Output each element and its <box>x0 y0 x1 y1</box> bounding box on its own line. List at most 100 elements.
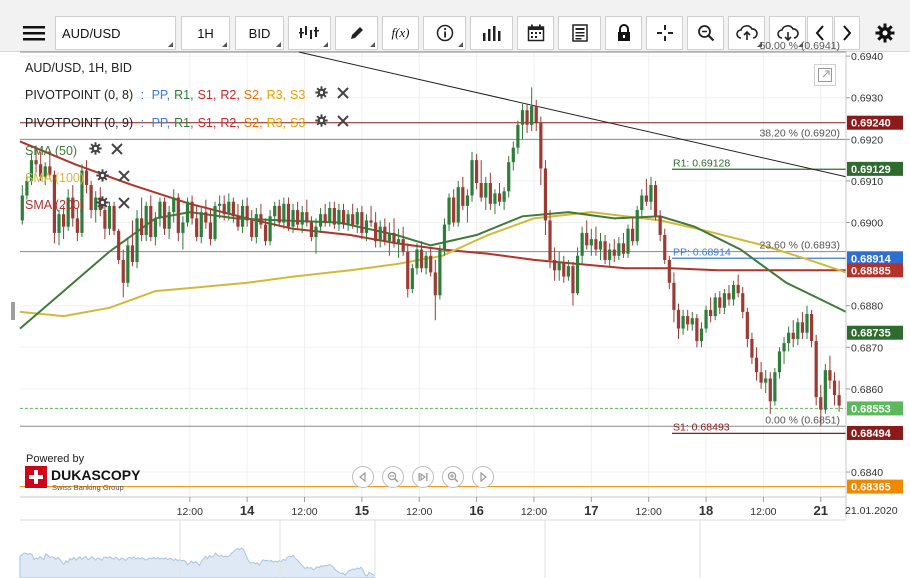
crosshair-button[interactable] <box>646 16 683 50</box>
candle <box>364 214 369 242</box>
calendar-button[interactable] <box>517 16 554 50</box>
candle-body <box>575 255 580 294</box>
candle-body <box>208 222 213 240</box>
gear-icon[interactable] <box>95 169 109 185</box>
upload-button[interactable] <box>728 16 765 50</box>
candle <box>713 293 717 321</box>
candle-body <box>644 195 648 202</box>
fit-button[interactable] <box>412 466 434 488</box>
price-tag: 0.68735 <box>847 325 903 340</box>
candle-body <box>626 228 630 254</box>
pivot-item: S3 <box>290 116 306 130</box>
candle-body <box>640 195 644 211</box>
lock-button[interactable] <box>605 16 642 50</box>
gear-icon <box>875 23 895 43</box>
candle <box>791 320 795 348</box>
settings-button[interactable] <box>870 16 900 50</box>
candle-body <box>589 239 593 246</box>
candle <box>704 305 708 333</box>
candle-body <box>34 160 38 165</box>
scroll-left-button[interactable] <box>807 16 833 50</box>
candle <box>268 210 272 246</box>
candle-body <box>222 203 226 215</box>
candle <box>474 153 479 190</box>
x-tick-label: 12:00 <box>177 506 203 518</box>
news-button[interactable] <box>558 16 601 50</box>
chart-scroll-handle[interactable] <box>11 302 15 320</box>
pivot-item: S2, <box>243 116 263 130</box>
expand-icon[interactable] <box>814 64 836 86</box>
candle <box>557 251 561 281</box>
price-tag-label: 0.68735 <box>851 328 891 340</box>
candle-body <box>502 191 506 202</box>
scroll-back-button[interactable] <box>352 466 374 488</box>
candle <box>589 228 593 256</box>
candle-body <box>360 212 364 233</box>
candle-body <box>805 314 809 333</box>
candle <box>34 145 38 173</box>
price-tag-bg <box>847 251 903 266</box>
close-icon[interactable] <box>337 87 349 102</box>
close-icon[interactable] <box>118 170 130 185</box>
candle <box>66 189 70 231</box>
volume-button[interactable] <box>470 16 513 50</box>
zoom-in-button[interactable] <box>442 466 464 488</box>
download-button[interactable] <box>769 16 806 50</box>
close-icon[interactable] <box>118 197 130 212</box>
candle <box>61 205 66 240</box>
candle-body <box>709 309 713 317</box>
chevron-right-icon <box>843 25 852 41</box>
candle <box>562 255 566 283</box>
candle <box>351 203 355 229</box>
candle-body <box>254 214 258 238</box>
pivot-item: R1, <box>174 116 194 130</box>
info-button[interactable] <box>423 16 466 50</box>
candle <box>117 228 121 265</box>
candle <box>709 297 713 323</box>
candle-body <box>351 214 355 225</box>
scroll-right-button[interactable] <box>834 16 860 50</box>
x-tick-label: 12:00 <box>406 506 432 518</box>
candle-body <box>401 239 405 252</box>
timeframe-selector[interactable]: 1H <box>181 16 230 50</box>
candle-body <box>832 380 837 396</box>
candle-body <box>374 222 378 242</box>
gear-icon[interactable] <box>95 196 109 212</box>
gear-icon[interactable] <box>88 142 102 158</box>
candle-body <box>676 309 681 329</box>
indicators-button[interactable]: f(x) <box>382 16 419 50</box>
candle-body <box>814 341 818 398</box>
candle-body <box>631 228 635 242</box>
menu-icon[interactable] <box>18 16 50 50</box>
chart-type-button[interactable] <box>288 16 331 50</box>
candle-body <box>791 332 795 339</box>
zoom-button[interactable] <box>687 16 724 50</box>
pivot-item: S1, <box>197 88 217 102</box>
candle-body <box>516 124 520 148</box>
close-icon[interactable] <box>111 143 123 158</box>
price-tag: 0.68365 <box>847 479 903 494</box>
pivot-item: R2, <box>220 88 240 102</box>
candle <box>144 201 148 242</box>
gear-icon[interactable] <box>315 86 328 102</box>
symbol-selector[interactable]: AUD/USD <box>55 16 176 50</box>
draw-button[interactable] <box>335 16 378 50</box>
candle <box>520 103 525 140</box>
candle <box>741 286 745 319</box>
candle-body <box>80 170 84 233</box>
zoom-out-button[interactable] <box>382 466 404 488</box>
candle-body <box>378 226 382 242</box>
trendline[interactable] <box>298 51 847 178</box>
price-side-selector[interactable]: BID <box>235 16 284 50</box>
candle <box>828 355 832 389</box>
sma-200-line <box>19 140 846 272</box>
navigator-strip[interactable] <box>19 519 846 578</box>
candle-body <box>507 162 511 192</box>
scroll-forward-button[interactable] <box>472 466 494 488</box>
candle-body <box>89 185 93 211</box>
close-icon[interactable] <box>337 115 349 130</box>
gear-icon[interactable] <box>315 114 328 130</box>
candle-body <box>309 222 313 238</box>
candle <box>254 207 258 244</box>
